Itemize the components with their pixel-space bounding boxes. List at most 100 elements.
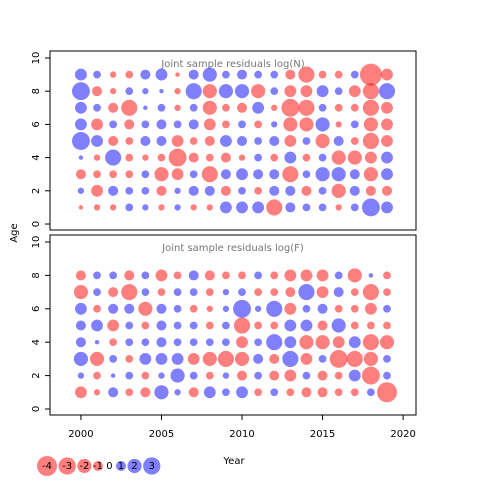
residual-bubble — [108, 102, 119, 113]
residual-bubble — [204, 270, 215, 281]
residual-bubble — [189, 103, 198, 112]
residual-bubble — [316, 269, 329, 282]
legend-label: -3 — [62, 461, 72, 472]
residual-bubble — [334, 371, 343, 380]
residual-bubble — [234, 84, 250, 99]
residual-bubble — [270, 321, 279, 330]
residual-bubble — [236, 386, 248, 399]
residual-bubble — [222, 271, 230, 280]
residual-bubble — [270, 70, 279, 79]
residual-bubble — [238, 271, 246, 280]
legend-label: 0 — [106, 461, 112, 472]
residual-bubble — [140, 135, 151, 146]
residual-bubble — [317, 370, 328, 381]
residual-bubble — [75, 68, 87, 81]
residual-bubble — [91, 118, 103, 131]
residual-bubble — [156, 320, 167, 331]
residual-bubble — [206, 305, 213, 312]
residual-bubble — [91, 319, 103, 332]
residual-bubble — [349, 169, 360, 180]
y-tick-label: 10 — [31, 52, 42, 65]
residual-bubble — [238, 288, 246, 296]
x-tick-label: 2010 — [229, 429, 254, 440]
residual-bubble — [141, 371, 150, 380]
residual-bubble — [141, 186, 150, 195]
residual-bubble — [222, 338, 230, 347]
legend-bubble — [127, 458, 142, 474]
residual-bubble — [254, 388, 263, 397]
residual-bubble — [75, 270, 86, 281]
residual-bubble — [284, 369, 297, 382]
residual-bubble — [300, 319, 313, 332]
x-tick-label: 2005 — [149, 429, 174, 440]
residual-bubble — [271, 121, 278, 128]
residual-bubble — [383, 371, 391, 380]
residual-bubble — [233, 317, 251, 334]
legend-label: 1 — [118, 461, 124, 472]
residual-bubble — [362, 284, 379, 301]
residual-bubble — [347, 268, 362, 283]
residual-bubble — [254, 371, 263, 380]
residual-bubble — [203, 118, 216, 131]
residual-bubble — [125, 203, 134, 212]
y-tick-label: 0 — [31, 221, 42, 227]
residual-bubble — [254, 186, 263, 195]
residual-bubble — [378, 83, 396, 100]
residual-bubble — [156, 135, 167, 146]
residual-bubble — [203, 386, 216, 399]
residual-bubble — [383, 271, 391, 280]
residual-bubble — [93, 154, 101, 161]
residual-bubble — [254, 70, 263, 79]
residual-bubble — [205, 288, 214, 296]
residual-bubble — [238, 186, 246, 195]
residual-bubble — [190, 204, 197, 211]
residual-bubble — [316, 85, 329, 98]
residual-bubble — [333, 287, 344, 298]
residual-bubble — [73, 351, 89, 366]
residual-bubble — [301, 387, 312, 398]
residual-bubble — [188, 270, 199, 281]
residual-bubble — [318, 203, 327, 212]
residual-bubble — [254, 288, 263, 296]
residual-bubble — [156, 303, 167, 314]
residual-bubble — [124, 270, 135, 281]
residual-bubble — [315, 133, 330, 149]
residual-bubble — [109, 88, 117, 95]
residual-bubble — [124, 119, 135, 130]
residual-bubble — [189, 338, 198, 347]
residual-bubble — [125, 186, 134, 195]
residual-bubble — [78, 155, 84, 160]
residual-bubble — [109, 170, 118, 179]
residual-bubble — [78, 205, 84, 210]
residual-bubble — [157, 288, 166, 296]
residual-bubble — [350, 388, 359, 397]
residual-bubble — [298, 284, 315, 301]
residual-bubble — [266, 199, 283, 216]
residual-bubble — [270, 153, 279, 162]
residual-bubble — [331, 150, 346, 165]
residual-bubble — [220, 185, 231, 196]
residual-bubble — [333, 135, 344, 146]
residual-bubble — [237, 370, 248, 381]
residual-bubble — [381, 68, 393, 81]
residual-bubble — [173, 120, 182, 129]
residual-bubble — [93, 204, 101, 211]
plot-frame — [49, 50, 417, 231]
residual-bubble — [383, 321, 391, 330]
residual-bubble — [202, 351, 217, 366]
residual-bubble — [302, 371, 311, 380]
residual-bubble — [174, 88, 181, 95]
residual-bubble — [381, 151, 393, 164]
panel-title: Joint sample residuals log(N) — [160, 59, 304, 70]
residual-bubble — [334, 388, 343, 397]
residual-bubble — [141, 271, 150, 280]
legend-label: -4 — [42, 461, 52, 472]
residual-bubble — [318, 70, 327, 79]
residual-bubble — [383, 304, 391, 313]
residual-bubble — [125, 371, 134, 380]
residual-bubble — [237, 102, 248, 113]
residual-bubble — [204, 135, 215, 146]
residual-bubble — [222, 372, 230, 379]
residual-bubble — [234, 351, 250, 366]
